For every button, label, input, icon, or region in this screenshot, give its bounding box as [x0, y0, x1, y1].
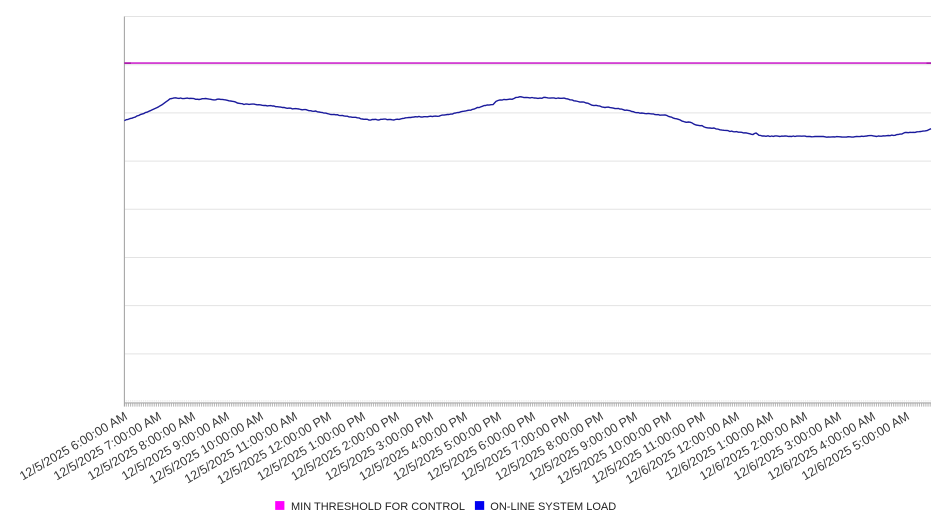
svg-text:MIN THRESHOLD FOR CONTROL: MIN THRESHOLD FOR CONTROL	[291, 501, 465, 513]
svg-text:ON-LINE SYSTEM LOAD: ON-LINE SYSTEM LOAD	[490, 501, 616, 513]
